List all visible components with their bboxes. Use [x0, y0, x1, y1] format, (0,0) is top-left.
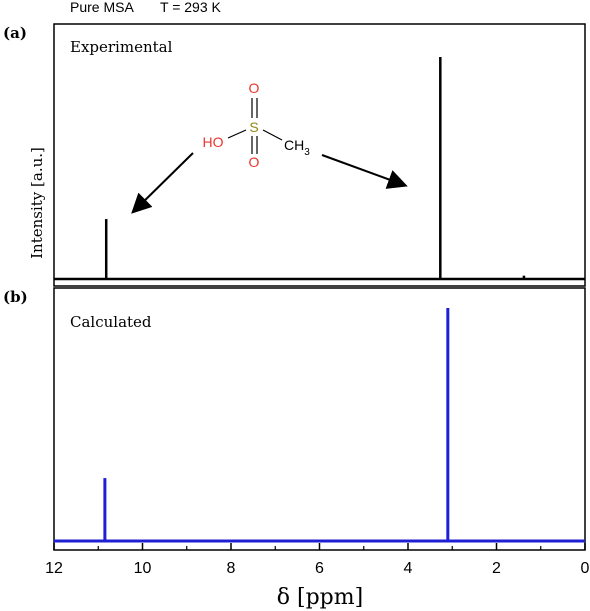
x-tick-label-1: 10 — [134, 560, 152, 577]
panel-a: (a) Experimental — [3, 23, 586, 287]
panel-a-annotation: Experimental — [70, 38, 173, 56]
x-axis: 12 10 8 6 4 2 0 — [45, 543, 590, 577]
atom-ch-sub: 3 — [304, 147, 310, 158]
panel-b-label: (b) — [3, 288, 28, 306]
bond-ho-s — [227, 129, 247, 139]
panel-b: (b) Calculated — [3, 287, 586, 551]
atom-ch: CH3 — [284, 137, 310, 158]
panel-a-label: (a) — [3, 24, 27, 42]
panel-b-annotation: Calculated — [70, 313, 152, 331]
atom-s: S — [249, 119, 258, 135]
x-tick-label-6: 0 — [581, 560, 590, 577]
sample-label: Pure MSA — [70, 0, 134, 15]
atom-o-top: O — [249, 80, 260, 96]
arrow-ch3-peak — [321, 154, 408, 189]
panel-a-frame — [53, 23, 586, 287]
atom-o-bottom: O — [249, 154, 260, 170]
atom-ch-text: CH — [284, 137, 304, 153]
bond-s-ch3 — [262, 129, 283, 141]
temperature-label: T = 293 K — [160, 0, 222, 15]
atom-ho: HO — [203, 134, 224, 150]
x-tick-label-0: 12 — [45, 560, 63, 577]
x-axis-label: δ [ppm] — [277, 585, 363, 610]
x-tick-label-5: 2 — [492, 560, 501, 577]
x-tick-label-3: 6 — [315, 560, 324, 577]
experimental-series — [54, 57, 585, 281]
arrow-oh-peak — [131, 152, 194, 214]
y-axis-label: Intensity [a.u.] — [28, 147, 46, 259]
msa-molecule: O S O HO CH3 — [203, 80, 311, 170]
x-tick-label-4: 4 — [404, 560, 413, 577]
x-tick-label-2: 8 — [227, 560, 236, 577]
calculated-series — [54, 308, 585, 543]
